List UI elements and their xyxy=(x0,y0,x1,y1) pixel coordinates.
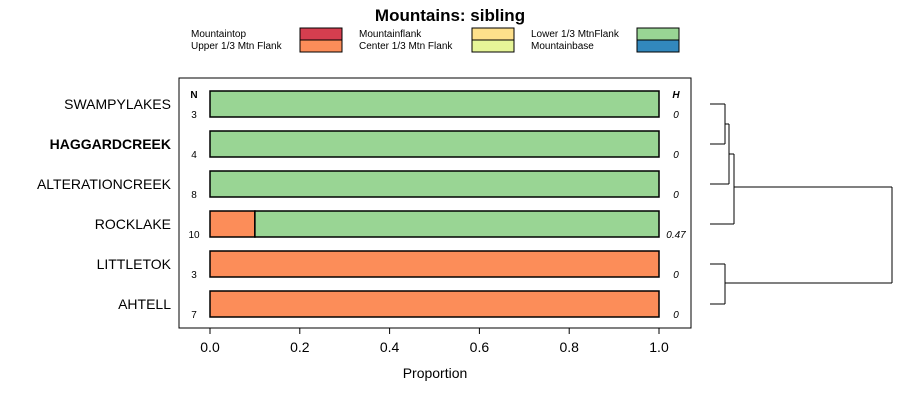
row-ahtell: AHTELL 7 0 xyxy=(118,290,679,321)
x-tick-label: 0.0 xyxy=(200,339,220,355)
plot-frame xyxy=(178,77,692,329)
legend-swatch-mountaintop xyxy=(299,27,343,41)
n-value: 3 xyxy=(191,110,197,121)
dendrogram xyxy=(710,103,893,305)
row-label: HAGGARDCREEK xyxy=(50,136,171,152)
h-value: 0.47 xyxy=(666,230,686,241)
row-haggardcreek: HAGGARDCREEK 4 0 xyxy=(50,130,679,161)
row-littletok: LITTLETOK 3 0 xyxy=(97,250,679,281)
row-label: ALTERATIONCREEK xyxy=(37,176,172,192)
legend-label-mountaintop: Mountaintop xyxy=(191,29,246,40)
row-label: LITTLETOK xyxy=(97,256,172,272)
bar-segment-lower-1-3-mtnflank xyxy=(209,130,660,158)
n-value: 10 xyxy=(188,230,200,241)
x-tick-label: 0.8 xyxy=(559,339,579,355)
chart-title: Mountains: sibling xyxy=(375,6,525,25)
legend-label-lower-1-3-mtnflank: Lower 1/3 MtnFlank xyxy=(531,29,620,40)
row-swampylakes: SWAMPYLAKES 3 0 xyxy=(64,90,679,121)
legend-label-mountainflank: Mountainflank xyxy=(359,29,422,40)
bar-segment-lower-1-3-mtnflank xyxy=(209,90,660,118)
row-label: AHTELL xyxy=(118,296,171,312)
n-column-header: N xyxy=(190,90,197,101)
bar-segment-upper-1-3-mtn-flank xyxy=(209,250,660,278)
row-rocklake: ROCKLAKE 10 0.47 xyxy=(95,210,686,241)
x-tick-label: 1.0 xyxy=(649,339,669,355)
legend-label-upper-1-3-mtn-flank: Upper 1/3 Mtn Flank xyxy=(191,41,283,52)
x-axis-label: Proportion xyxy=(403,365,468,381)
legend-swatch-mountainbase xyxy=(636,39,680,53)
x-tick-label: 0.6 xyxy=(470,339,490,355)
row-label: ROCKLAKE xyxy=(95,216,171,232)
x-axis: 0.0 0.2 0.4 0.6 0.8 1.0 xyxy=(200,328,669,355)
n-value: 8 xyxy=(191,190,197,201)
legend-swatch-upper-1-3-mtn-flank xyxy=(299,39,343,53)
h-value: 0 xyxy=(673,150,679,161)
legend-label-center-1-3-mtn-flank: Center 1/3 Mtn Flank xyxy=(359,41,453,52)
n-value: 7 xyxy=(191,310,197,321)
legend-swatch-lower-1-3-mtnflank xyxy=(636,27,680,41)
legend-label-mountainbase: Mountainbase xyxy=(531,41,594,52)
bar-segment-lower-1-3-mtnflank xyxy=(209,170,660,198)
h-value: 0 xyxy=(673,270,679,281)
legend-swatch-center-1-3-mtn-flank xyxy=(471,39,515,53)
h-value: 0 xyxy=(673,110,679,121)
x-tick-label: 0.4 xyxy=(380,339,400,355)
row-alterationcreek: ALTERATIONCREEK 8 0 xyxy=(37,170,679,201)
n-value: 3 xyxy=(191,270,197,281)
row-label: SWAMPYLAKES xyxy=(64,96,171,112)
bar-segment-lower-1-3-mtnflank xyxy=(254,210,660,238)
h-column-header: H xyxy=(672,90,680,101)
n-value: 4 xyxy=(191,150,197,161)
x-tick-label: 0.2 xyxy=(290,339,310,355)
bar-segment-upper-1-3-mtn-flank xyxy=(209,290,660,318)
h-value: 0 xyxy=(673,190,679,201)
h-value: 0 xyxy=(673,310,679,321)
legend-swatch-mountainflank xyxy=(471,27,515,41)
bar-segment-upper-1-3-mtn-flank xyxy=(209,210,256,238)
